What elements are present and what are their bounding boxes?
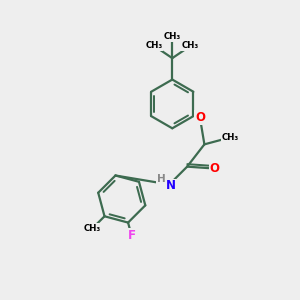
Text: CH₃: CH₃ bbox=[164, 32, 181, 41]
Text: O: O bbox=[195, 111, 205, 124]
Text: CH₃: CH₃ bbox=[222, 133, 239, 142]
Text: F: F bbox=[128, 229, 136, 242]
Text: H: H bbox=[157, 174, 166, 184]
Text: N: N bbox=[166, 179, 176, 193]
Text: CH₃: CH₃ bbox=[84, 224, 101, 233]
Text: O: O bbox=[209, 162, 220, 175]
Text: CH₃: CH₃ bbox=[145, 41, 163, 50]
Text: CH₃: CH₃ bbox=[182, 41, 199, 50]
